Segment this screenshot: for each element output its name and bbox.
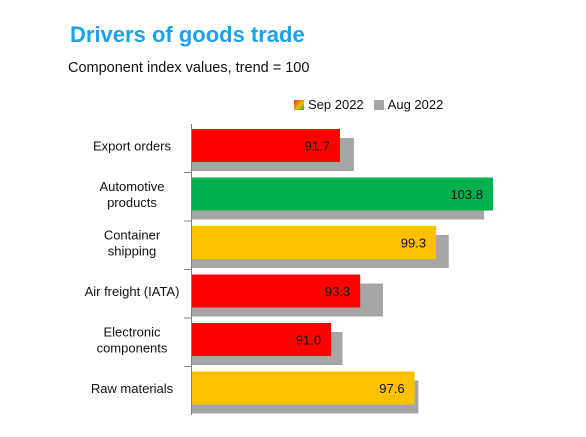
value-label-3: 93.3 — [325, 284, 350, 299]
category-label-2-0: Container — [104, 228, 161, 243]
value-label-0: 91.7 — [305, 139, 330, 154]
category-label-3: Air freight (IATA) — [85, 284, 180, 299]
bar-current-2 — [192, 226, 437, 259]
bar-current-0 — [192, 129, 340, 162]
legend-label-current: Sep 2022 — [308, 97, 364, 112]
category-label-4-1: components — [97, 341, 168, 356]
value-label-1: 103.8 — [450, 187, 483, 202]
category-label-2-1: shipping — [108, 244, 156, 259]
category-label-5: Raw materials — [91, 381, 174, 396]
legend-swatch-current — [294, 99, 304, 110]
category-label-1-1: products — [107, 195, 157, 210]
legend-label-previous: Aug 2022 — [387, 97, 444, 112]
value-label-5: 97.6 — [379, 381, 404, 396]
bar-current-4 — [192, 323, 332, 356]
bar-current-1 — [192, 177, 493, 211]
value-label-2: 99.3 — [401, 236, 426, 251]
bar-current-3 — [192, 274, 361, 308]
legend: Sep 2022 Aug 2022 — [294, 97, 443, 112]
category-label-1-0: Automotive — [99, 179, 164, 194]
category-label-0: Export orders — [93, 139, 172, 154]
legend-swatch-previous — [373, 99, 384, 110]
bar-current-5 — [192, 371, 415, 405]
value-label-4: 91.0 — [296, 333, 321, 348]
chart-subtitle: Component index values, trend = 100 — [68, 60, 310, 76]
chart-title: Drivers of goods trade — [70, 22, 305, 47]
category-label-4-0: Electronic — [103, 325, 161, 340]
